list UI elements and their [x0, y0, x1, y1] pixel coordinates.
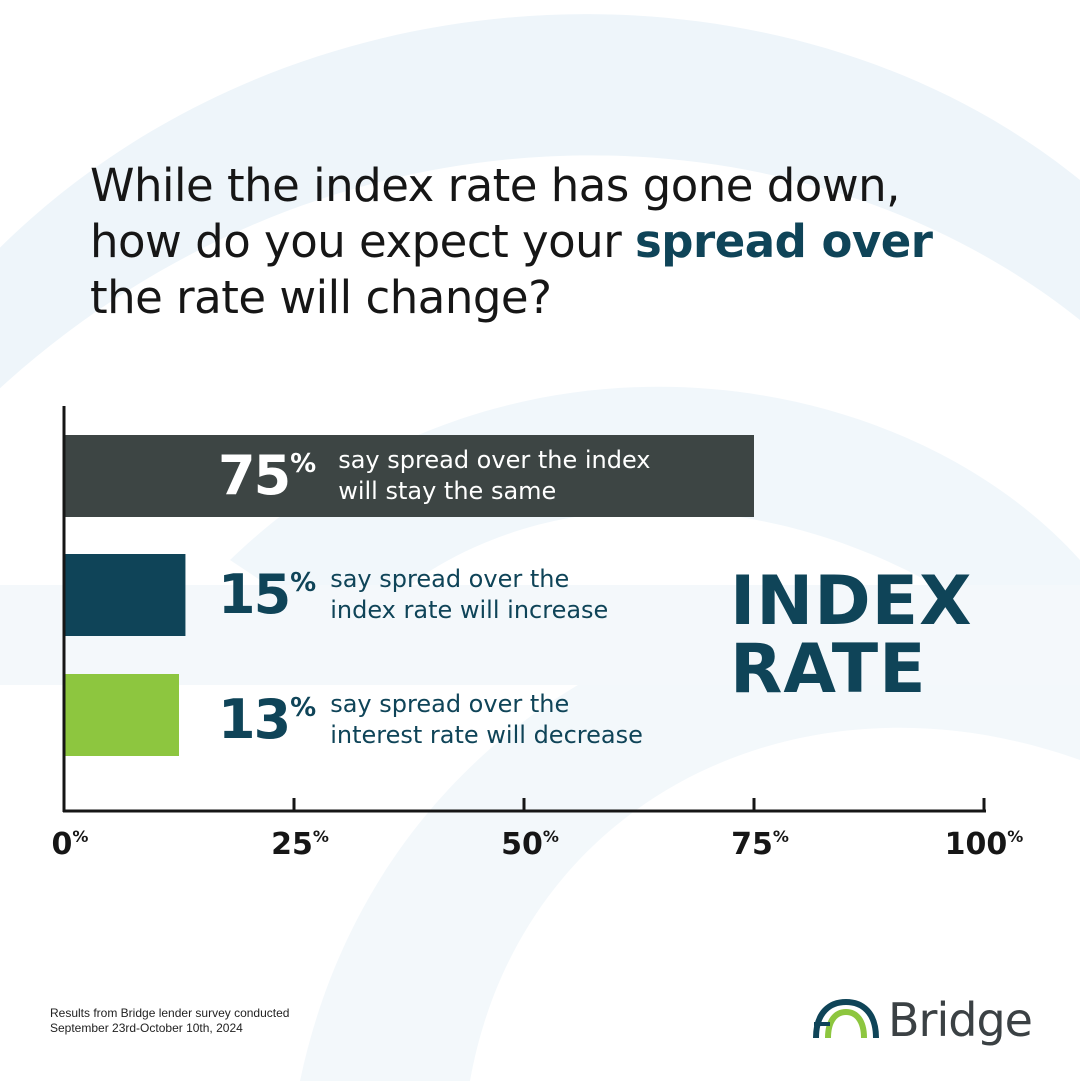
- bar-stay-same: [64, 435, 754, 517]
- headline-highlight: spread over: [635, 215, 933, 268]
- bridge-logo: Bridge: [812, 990, 1033, 1050]
- bar-label-stay-same: 75% say spread over the index will stay t…: [218, 445, 708, 507]
- bridge-arch-icon: [813, 998, 879, 1039]
- headline-line-2: how do you expect your spread over: [90, 214, 1030, 270]
- bars-group: [64, 435, 754, 756]
- x-tick-label: 100%: [944, 827, 1024, 862]
- headline-line-2-text: how do you expect your: [90, 215, 636, 268]
- bar-label-decrease: 13% say spread over the interest rate wil…: [218, 689, 700, 751]
- x-tick-label: 25%: [271, 827, 329, 862]
- bar-value-label: 75%: [218, 444, 317, 507]
- footnote-line-2: September 23rd-October 10th, 2024: [50, 1021, 243, 1035]
- bar-description: say spread over the interest rate will de…: [330, 690, 643, 749]
- bar-value-label: 13%: [218, 688, 317, 751]
- index-rate-title: INDEX RATE: [730, 568, 1030, 704]
- x-tick-label: 50%: [501, 827, 559, 862]
- x-tick-label: 0%: [51, 827, 89, 862]
- ticks-group: [292, 798, 986, 812]
- bar-decrease: [64, 674, 179, 756]
- bar-label-increase: 15% say spread over the index rate will i…: [218, 564, 700, 626]
- index-rate-line-2: RATE: [730, 630, 927, 709]
- bar-description: say spread over the index will stay the s…: [338, 446, 651, 505]
- footnote: Results from Bridge lender survey conduc…: [50, 1006, 470, 1036]
- index-rate-line-1: INDEX: [730, 562, 973, 641]
- footnote-line-1: Results from Bridge lender survey conduc…: [50, 1006, 290, 1020]
- bar-increase: [64, 554, 186, 636]
- bar-value-label: 15%: [218, 563, 317, 626]
- headline-line-1: While the index rate has gone down,: [90, 159, 900, 212]
- bar-description: say spread over the index rate will incre…: [330, 565, 609, 624]
- headline: While the index rate has gone down, how …: [90, 158, 1030, 326]
- bridge-logo-text: Bridge: [888, 993, 1033, 1047]
- x-tick-label: 75%: [731, 827, 789, 862]
- headline-line-3: the rate will change?: [90, 271, 552, 324]
